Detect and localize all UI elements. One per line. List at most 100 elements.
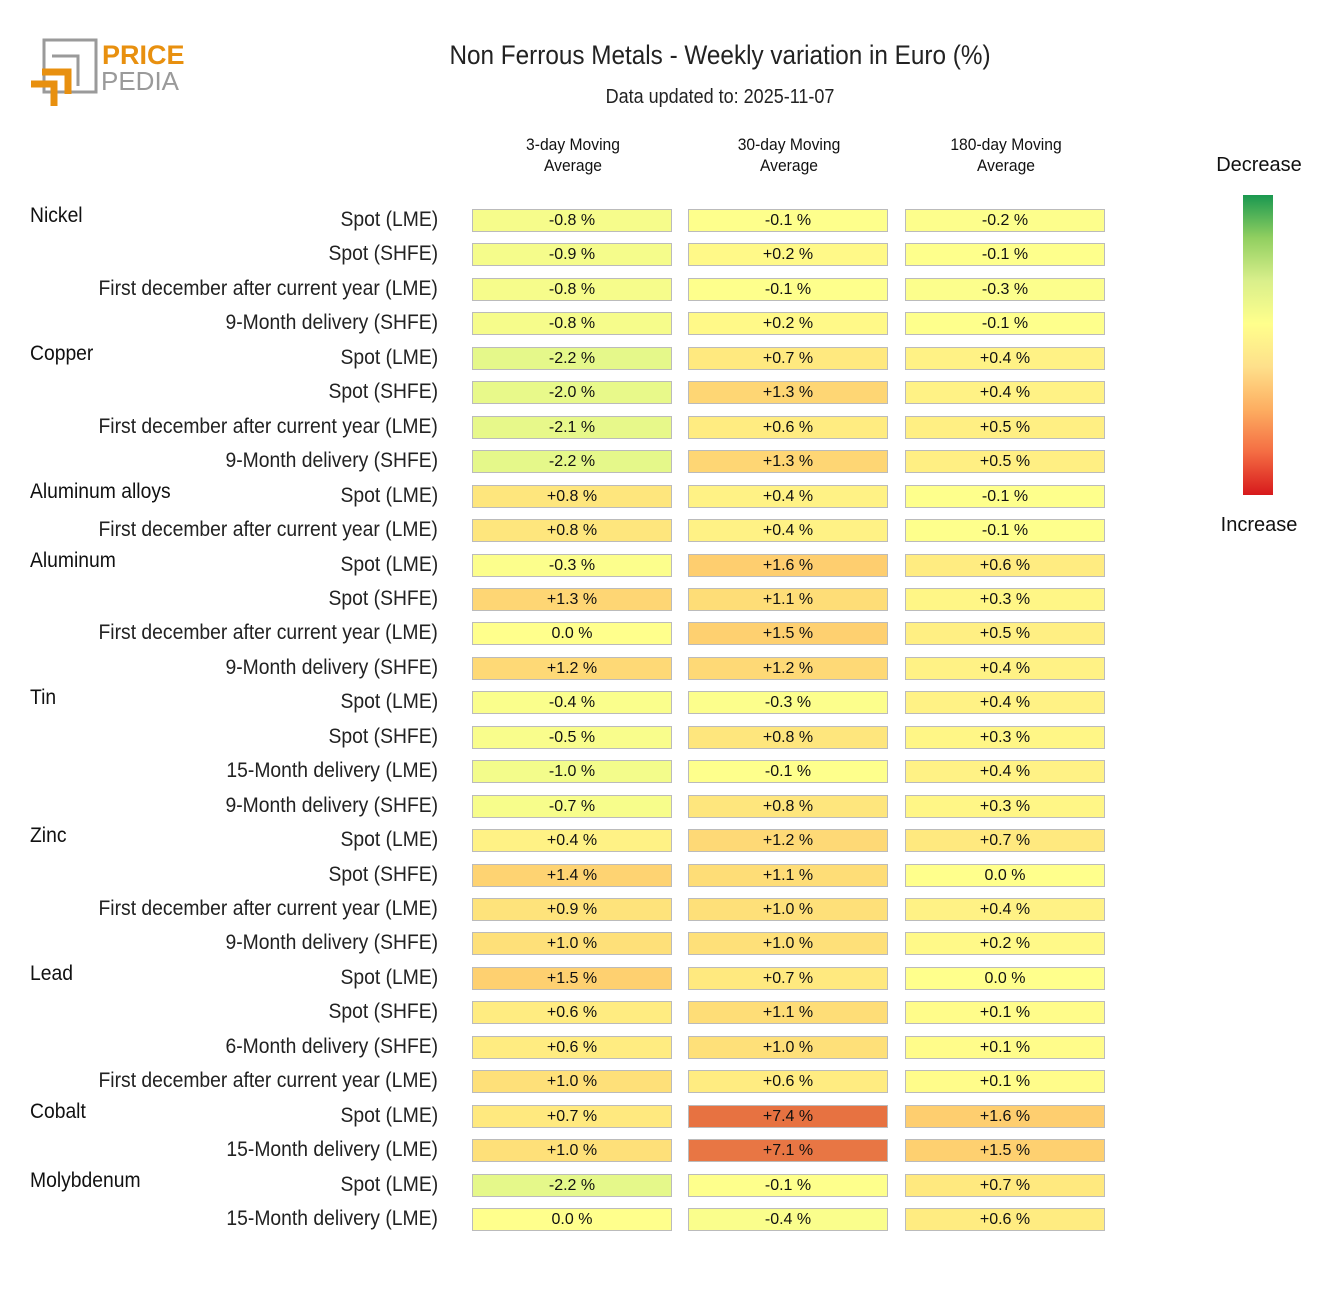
heatmap-cell: -0.1 % [905, 484, 1105, 508]
heatmap-cell: +0.7 % [905, 1173, 1105, 1197]
heatmap-cell: +0.1 % [905, 1070, 1105, 1094]
heatmap-cell: +0.6 % [472, 1001, 672, 1025]
heatmap-cell: -0.2 % [905, 209, 1105, 232]
column-header: 180-day Moving Average [913, 134, 1099, 176]
heatmap-cell: -0.3 % [688, 691, 888, 715]
heatmap-cell: -2.2 % [472, 346, 672, 370]
heatmap-cell: -2.1 % [472, 415, 672, 439]
heatmap-cell: 0.0 % [472, 622, 672, 646]
heatmap-cell: +0.2 % [688, 312, 888, 336]
heatmap-cell: +0.5 % [905, 415, 1105, 439]
heatmap-cell: +1.1 % [688, 587, 888, 611]
heatmap-cell: -0.1 % [688, 209, 888, 232]
heatmap-cell: +0.6 % [472, 1035, 672, 1059]
heatmap-cell: +1.0 % [472, 1070, 672, 1094]
row-label: Spot (LME) [340, 208, 438, 231]
heatmap-cell: +0.3 % [905, 794, 1105, 818]
heatmap-cell: +1.2 % [688, 656, 888, 680]
group-label: Molybdenum [30, 1168, 141, 1192]
column-header-line: 3-day Moving [526, 135, 620, 154]
group-label: Aluminum [30, 548, 116, 572]
heatmap-cell: +0.4 % [905, 381, 1105, 405]
heatmap-cell: +0.6 % [688, 415, 888, 439]
group-label: Copper [30, 341, 94, 365]
row-label: Spot (SHFE) [328, 586, 438, 610]
heatmap-cell: +1.0 % [688, 932, 888, 956]
row-label: Spot (LME) [340, 1172, 438, 1196]
group-label: Cobalt [30, 1099, 86, 1123]
heatmap-cell: +0.4 % [688, 484, 888, 508]
heatmap-cell: -0.8 % [472, 209, 672, 232]
row-label: 15-Month delivery (LME) [226, 1207, 438, 1231]
row-label: Spot (SHFE) [328, 1000, 438, 1024]
legend-decrease-label: Decrease [1216, 154, 1302, 176]
heatmap-cell: +1.1 % [688, 863, 888, 887]
column-header: 3-day Moving Average [480, 134, 666, 176]
row-label: 9-Month delivery (SHFE) [225, 311, 438, 335]
row-label: Spot (LME) [340, 483, 438, 507]
row-label: Spot (SHFE) [328, 862, 438, 886]
heatmap-cell: -0.1 % [688, 760, 888, 784]
heatmap-cell: +0.4 % [905, 760, 1105, 784]
row-label: Spot (SHFE) [328, 380, 438, 404]
color-scale-bar [1243, 195, 1273, 495]
group-label: Aluminum alloys [30, 479, 171, 503]
heatmap-cell: 0.0 % [905, 863, 1105, 887]
heatmap-cell: +0.4 % [472, 829, 672, 853]
heatmap-cell: -0.1 % [905, 312, 1105, 336]
heatmap-cell: +0.6 % [905, 1208, 1105, 1232]
heatmap-cell: +1.0 % [688, 898, 888, 921]
row-label: First december after current year (LME) [98, 414, 438, 438]
heatmap-cell: -0.9 % [472, 243, 672, 267]
heatmap-cell: +0.1 % [905, 1035, 1105, 1059]
row-label: Spot (SHFE) [328, 724, 438, 748]
heatmap-cell: +0.7 % [688, 966, 888, 990]
heatmap-cell: +1.0 % [472, 932, 672, 956]
heatmap-cell: +0.4 % [905, 898, 1105, 921]
row-label: 15-Month delivery (LME) [226, 1138, 438, 1162]
column-header-line: Average [977, 156, 1035, 175]
heatmap-cell: -0.1 % [688, 277, 888, 301]
heatmap-cell: +1.2 % [688, 829, 888, 853]
heatmap-cell: +0.4 % [688, 519, 888, 543]
heatmap-cell: -0.4 % [472, 691, 672, 715]
heatmap-cell: +1.4 % [472, 863, 672, 887]
legend-increase-label: Increase [1220, 514, 1298, 536]
heatmap-cell: +1.5 % [905, 1139, 1105, 1163]
row-label: Spot (LME) [340, 1103, 438, 1127]
heatmap-cell: +0.3 % [905, 587, 1105, 611]
heatmap-cell: +1.5 % [472, 966, 672, 990]
row-label: First december after current year (LME) [98, 1069, 438, 1093]
heatmap-cell: +0.1 % [905, 1001, 1105, 1025]
heatmap-cell: +0.8 % [688, 794, 888, 818]
heatmap-cell: +0.8 % [472, 484, 672, 508]
heatmap-cell: -0.5 % [472, 725, 672, 749]
row-label: First december after current year (LME) [98, 621, 438, 645]
heatmap-cell: +1.1 % [688, 1001, 888, 1025]
heatmap-cell: +0.7 % [688, 346, 888, 370]
heatmap-cell: -2.0 % [472, 381, 672, 405]
row-label: Spot (SHFE) [328, 242, 438, 266]
row-label: First december after current year (LME) [98, 276, 438, 300]
heatmap-cell: -2.2 % [472, 450, 672, 474]
heatmap-cell: +1.3 % [688, 450, 888, 474]
group-label: Lead [30, 961, 73, 985]
row-label: Spot (LME) [340, 552, 438, 576]
group-label: Nickel [30, 204, 83, 227]
heatmap-cell: +1.6 % [688, 553, 888, 577]
heatmap-cell: +1.5 % [688, 622, 888, 646]
heatmap-cell: 0.0 % [905, 966, 1105, 990]
heatmap-cell: +0.4 % [905, 691, 1105, 715]
heatmap-cell: +1.0 % [472, 1139, 672, 1163]
heatmap-cell: +0.3 % [905, 725, 1105, 749]
pricepedia-logo: PRICE PEDIA [31, 38, 185, 106]
heatmap-cell: +0.2 % [905, 932, 1105, 956]
heatmap-cell: +0.5 % [905, 622, 1105, 646]
heatmap-cell: +0.7 % [905, 829, 1105, 853]
row-label: Spot (LME) [340, 345, 438, 369]
heatmap-cell: +0.9 % [472, 898, 672, 921]
heatmap-cell: +0.8 % [472, 519, 672, 543]
column-header-line: 180-day Moving [950, 135, 1062, 154]
heatmap-cell: +1.3 % [688, 381, 888, 405]
